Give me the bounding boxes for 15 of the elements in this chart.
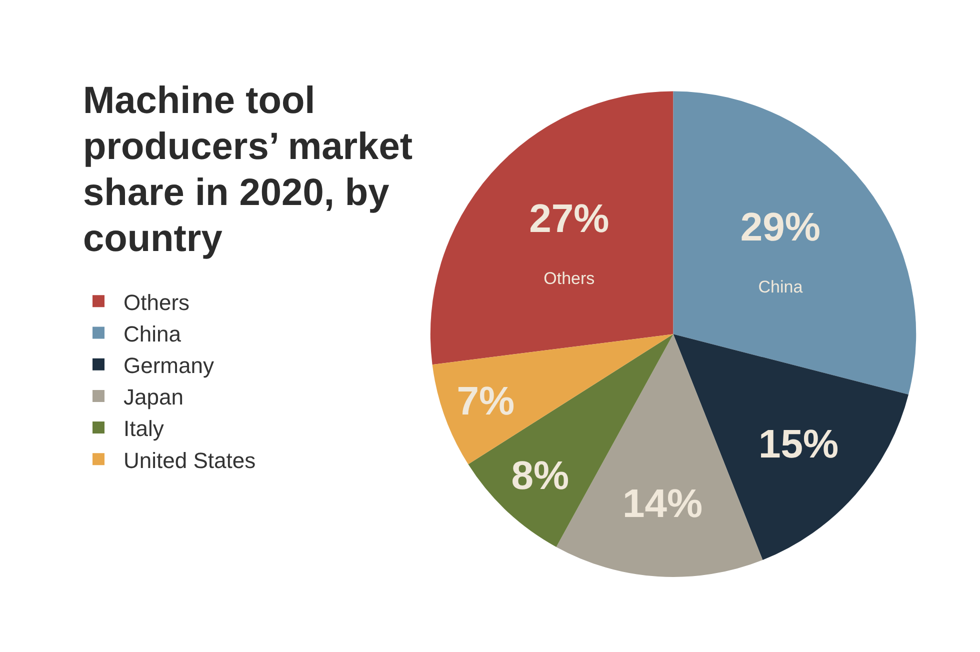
legend-label: Italy <box>124 416 164 442</box>
legend-label: United States <box>124 448 256 473</box>
text: Machine tool producers’ market share in 2020, by country <box>83 79 413 262</box>
legend-label: Japan <box>124 384 184 410</box>
data-label: 7% <box>456 380 515 424</box>
legend-label: Germany <box>124 352 214 378</box>
data-label: 29% China <box>740 205 820 296</box>
data-label: 27% Others <box>529 196 610 288</box>
legend-label: China <box>124 321 182 346</box>
legend-label: Others <box>124 290 190 315</box>
data-label: 8% <box>511 454 570 498</box>
data-label: 15% <box>758 422 839 467</box>
pie-slice <box>430 91 674 365</box>
pie-slice <box>673 91 916 395</box>
data-label: 14% <box>622 482 703 526</box>
